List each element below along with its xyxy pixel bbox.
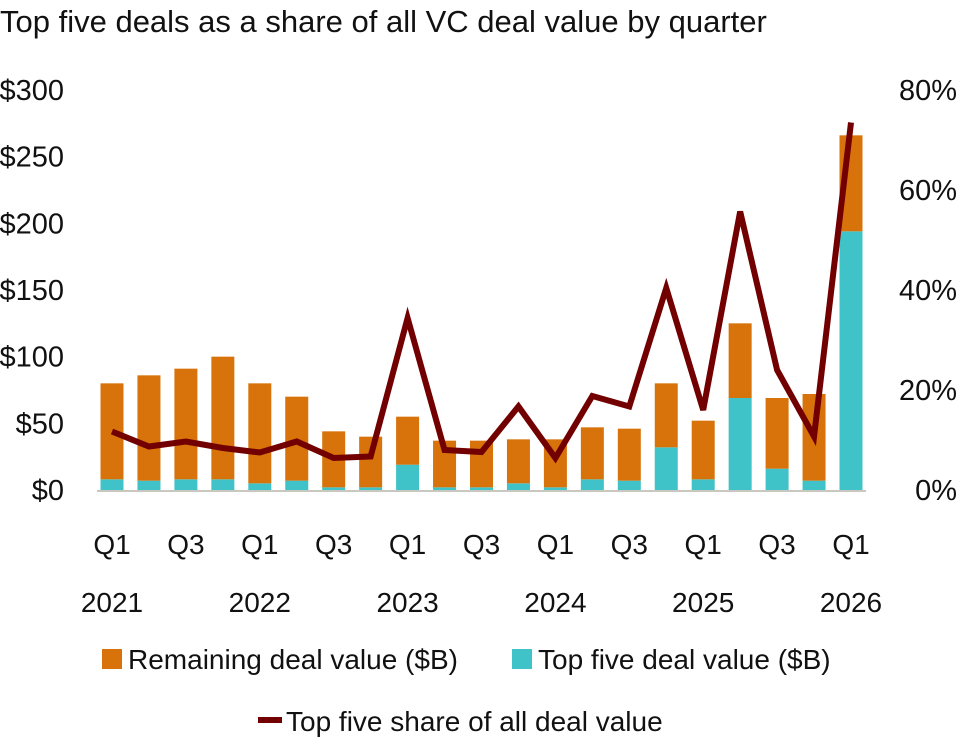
bar-top-five — [285, 480, 309, 490]
share-line — [110, 122, 854, 464]
right-tick-label: 60% — [899, 175, 957, 207]
year-label: 2026 — [820, 587, 882, 618]
bar-remaining — [691, 420, 715, 480]
bar-top-five — [839, 231, 863, 491]
bar-remaining — [506, 439, 530, 484]
chart-title: Top five deals as a share of all VC deal… — [0, 4, 767, 39]
x-axis-labels: Q1 Q3 Q1 Q3 Q1 Q3 Q1 Q3 Q1 Q3 Q1 2021 2022 2023 2024 20… — [81, 529, 882, 618]
legend-label-top-five: Top five deal value ($B) — [538, 644, 831, 675]
bar-remaining — [248, 383, 272, 484]
bar-top-five — [765, 468, 789, 490]
year-label: 2024 — [524, 587, 586, 618]
bar-top-five — [802, 480, 826, 490]
right-axis: 0% 20% 40% 60% 80% — [899, 75, 957, 507]
right-tick-label: 20% — [899, 375, 957, 407]
left-tick-label: $50 — [16, 408, 64, 440]
x-tick-label: Q3 — [611, 529, 648, 560]
bar-top-five — [506, 483, 530, 490]
share-line-path — [110, 122, 854, 464]
legend: Remaining deal value ($B) Top five deal … — [102, 644, 831, 737]
x-tick-label: Q1 — [241, 529, 278, 560]
right-tick-label: 0% — [915, 475, 957, 507]
right-tick-label: 40% — [899, 275, 957, 307]
bar-top-five — [654, 447, 678, 490]
left-tick-label: $150 — [0, 275, 64, 307]
bar-remaining — [654, 383, 678, 448]
bar-top-five — [617, 480, 641, 490]
bar-top-five — [691, 479, 715, 490]
x-tick-label: Q1 — [832, 529, 869, 560]
x-tick-label: Q1 — [537, 529, 574, 560]
bar-top-five — [728, 398, 752, 490]
left-tick-label: $100 — [0, 342, 64, 374]
bars — [100, 135, 863, 491]
bar-top-five — [248, 483, 272, 490]
x-tick-label: Q1 — [389, 529, 426, 560]
bar-top-five — [137, 480, 161, 490]
bar-remaining — [100, 383, 124, 480]
bar-remaining — [174, 368, 198, 480]
bar-remaining — [765, 398, 789, 469]
bar-top-five — [211, 479, 235, 490]
left-tick-label: $200 — [0, 208, 64, 240]
bar-top-five — [322, 487, 346, 490]
legend-swatch-top-five — [512, 649, 532, 669]
bar-top-five — [470, 487, 493, 490]
legend-label-share: Top five share of all deal value — [286, 706, 663, 737]
x-tick-label: Q3 — [758, 529, 795, 560]
bar-top-five — [543, 487, 567, 490]
x-tick-label: Q1 — [93, 529, 130, 560]
x-tick-label: Q3 — [315, 529, 352, 560]
bar-remaining — [211, 356, 235, 480]
bar-top-five — [580, 479, 604, 490]
x-tick-label: Q1 — [685, 529, 722, 560]
year-label: 2021 — [81, 587, 143, 618]
x-tick-label: Q3 — [167, 529, 204, 560]
bar-top-five — [174, 479, 198, 490]
year-label: 2022 — [229, 587, 291, 618]
bar-remaining — [137, 375, 161, 481]
left-tick-label: $0 — [32, 475, 64, 507]
legend-swatch-remaining — [102, 649, 122, 669]
right-tick-label: 80% — [899, 75, 957, 107]
bar-top-five — [359, 487, 383, 490]
bar-remaining — [728, 323, 752, 398]
left-tick-label: $250 — [0, 142, 64, 174]
legend-label-remaining: Remaining deal value ($B) — [128, 644, 458, 675]
left-axis: $0 $50 $100 $150 $200 $250 $300 — [0, 75, 64, 507]
bar-top-five — [100, 479, 124, 490]
x-tick-label: Q3 — [463, 529, 500, 560]
year-label: 2025 — [672, 587, 734, 618]
bar-remaining — [396, 416, 420, 465]
bar-remaining — [580, 427, 604, 480]
year-label: 2023 — [376, 587, 438, 618]
bar-remaining — [617, 428, 641, 481]
bar-remaining — [359, 436, 383, 488]
bar-top-five — [433, 487, 457, 490]
left-tick-label: $300 — [0, 75, 64, 107]
bar-top-five — [396, 464, 420, 490]
